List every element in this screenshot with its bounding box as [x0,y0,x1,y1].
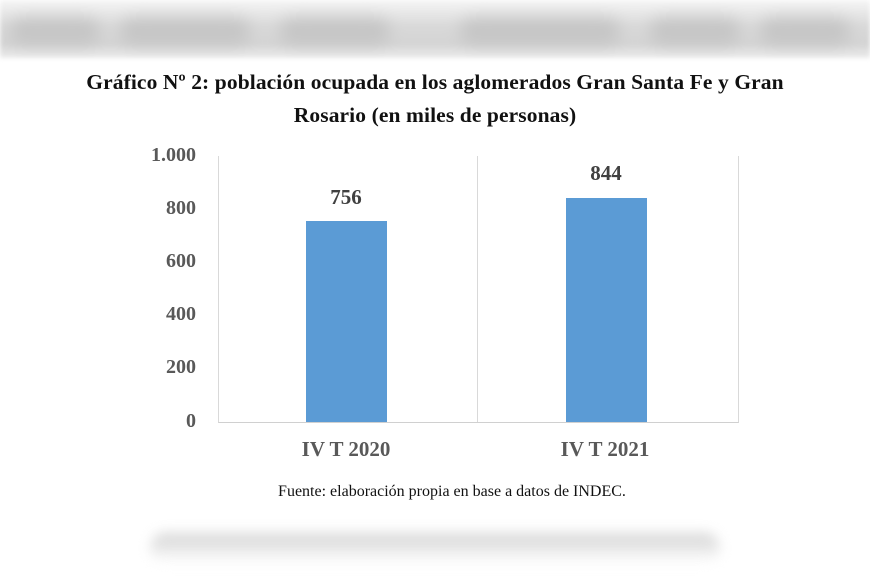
y-tick-200: 200 [166,356,196,378]
x-tick-iv-t-2021: IV T 2021 [560,437,650,461]
y-tick-400: 400 [166,303,196,325]
chart-title: Gráfico Nº 2: población ocupada en los a… [0,66,870,132]
card-shadow [150,533,720,563]
data-label-iv-t-2020: 756 [330,184,362,209]
data-label-iv-t-2021: 844 [590,161,622,186]
plot-area [218,156,739,423]
y-tick-600: 600 [166,250,196,272]
bar-iv-t-2021 [566,197,647,422]
chart-source-note: Fuente: elaboración propia en base a dat… [278,483,626,500]
y-tick-0: 0 [186,410,196,432]
chart-title-line-2: Rosario (en miles de personas) [293,103,577,127]
x-tick-iv-t-2020: IV T 2020 [301,437,391,461]
y-tick-800: 800 [166,197,196,219]
y-tick-1000: 1.000 [151,144,196,166]
bar-iv-t-2020 [306,220,387,422]
blurred-header-strip [0,0,870,58]
chart-title-line-1: Gráfico Nº 2: población ocupada en los a… [86,70,784,94]
category-divider [477,156,478,422]
